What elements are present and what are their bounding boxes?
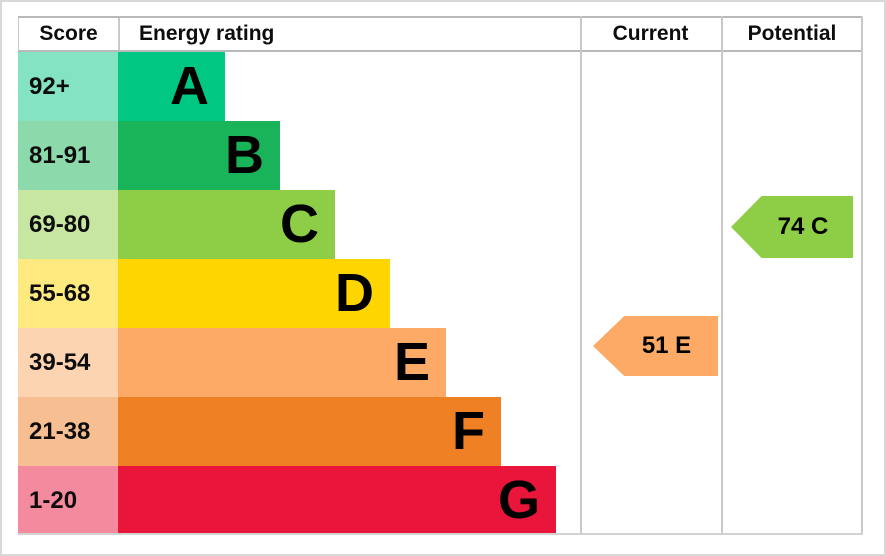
score-range-b: 81-91 <box>18 121 118 190</box>
band-row-b: 81-91 B <box>18 121 556 190</box>
table-bottom-border <box>18 533 863 535</box>
band-bar-g: G <box>118 466 556 535</box>
column-header-energy-rating: Energy rating <box>118 18 580 50</box>
column-header-current: Current <box>612 22 689 45</box>
current-column-divider <box>580 16 582 535</box>
potential-rating-label: 74 C <box>777 213 829 240</box>
band-bar-b: B <box>118 121 280 190</box>
rating-table: Score Energy rating Current Potential 92… <box>18 16 863 535</box>
band-row-d: 55-68 D <box>18 259 556 328</box>
band-row-g: 1-20 G <box>18 466 556 535</box>
table-header-row: Score Energy rating Current Potential <box>18 16 863 52</box>
band-bar-d: D <box>118 259 390 328</box>
table-right-border <box>861 16 863 535</box>
band-bar-c: C <box>118 190 335 259</box>
potential-column-divider <box>721 16 723 535</box>
band-bar-e: E <box>118 328 446 397</box>
band-row-c: 69-80 C <box>18 190 556 259</box>
band-bar-a: A <box>118 52 225 121</box>
score-range-f: 21-38 <box>18 397 118 466</box>
band-row-f: 21-38 F <box>18 397 556 466</box>
column-header-score: Score <box>18 18 118 50</box>
column-header-potential: Potential <box>747 22 837 45</box>
band-row-a: 92+ A <box>18 52 556 121</box>
band-bar-f: F <box>118 397 501 466</box>
band-row-e: 39-54 E <box>18 328 556 397</box>
score-range-c: 69-80 <box>18 190 118 259</box>
score-range-d: 55-68 <box>18 259 118 328</box>
score-range-a: 92+ <box>18 52 118 121</box>
current-rating-label: 51 E <box>641 332 692 359</box>
rating-bands: 92+ A 81-91 B 69-80 C 55-68 D 39-54 E 21-38 F 1-20 G <box>18 52 556 535</box>
score-range-g: 1-20 <box>18 466 118 535</box>
score-range-e: 39-54 <box>18 328 118 397</box>
